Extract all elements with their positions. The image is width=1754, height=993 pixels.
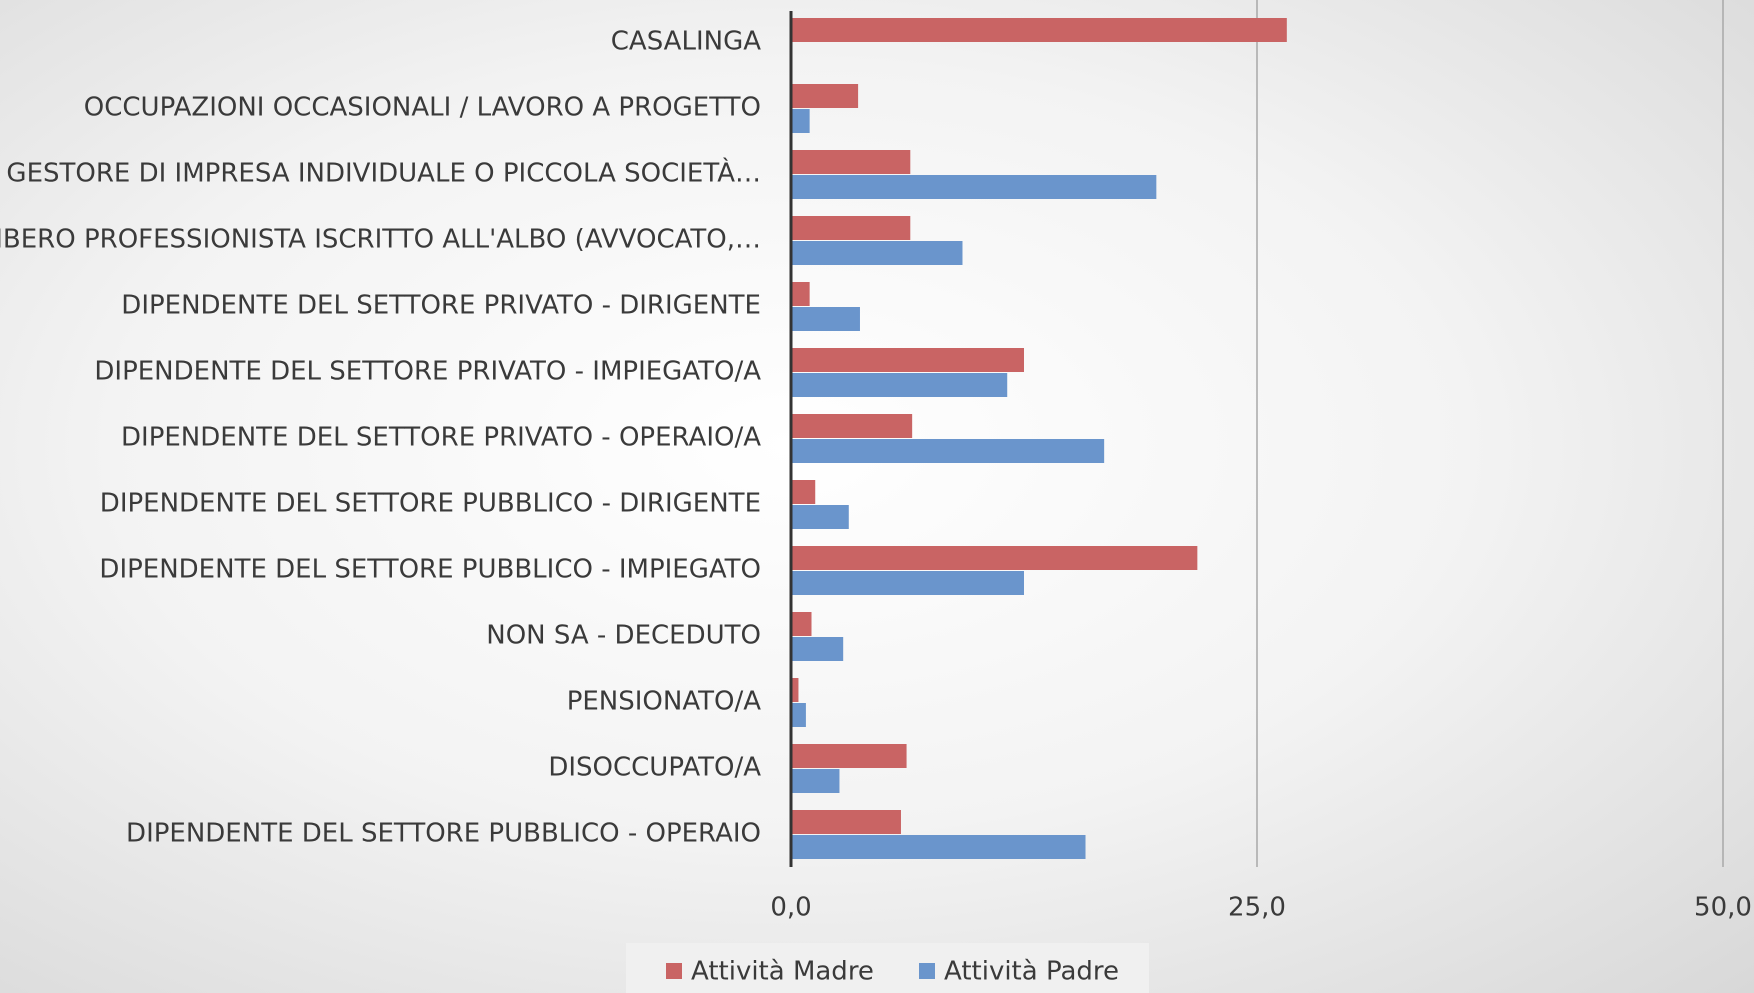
bar [791,216,911,240]
bar [791,546,1198,570]
legend-swatch [666,963,682,979]
x-tick-label: 25,0 [1228,893,1286,923]
legend-box [626,943,1149,993]
bar [791,18,1287,42]
legend-swatch [919,963,935,979]
bar [791,637,844,661]
x-tick-label: 0,0 [770,893,811,923]
category-label: DIPENDENTE DEL SETTORE PRIVATO - DIRIGEN… [121,291,761,321]
bar [791,241,963,265]
category-label: DISOCCUPATO/A [548,753,761,783]
category-label: DIPENDENTE DEL SETTORE PUBBLICO - IMPIEG… [99,555,761,585]
bar [791,439,1105,463]
category-label: DIPENDENTE DEL SETTORE PRIVATO - OPERAIO… [121,423,761,453]
bar [791,282,810,306]
bar [791,505,849,529]
bar [791,414,913,438]
x-tick-label: 50,0 [1694,893,1752,923]
legend-label: Attività Padre [944,957,1119,987]
category-label: NON SA - DECEDUTO [486,621,761,651]
bar [791,744,907,768]
category-label: DIPENDENTE DEL SETTORE PUBBLICO - DIRIGE… [100,489,761,519]
bar [791,810,901,834]
bar [791,175,1157,199]
category-label: LIBERO PROFESSIONISTA ISCRITTO ALL'ALBO … [0,225,761,255]
category-label: DIPENDENTE DEL SETTORE PUBBLICO - OPERAI… [126,819,761,849]
legend-label: Attività Madre [691,957,874,987]
bar [791,703,806,727]
bar [791,678,799,702]
category-label: PENSIONATO/A [567,687,762,717]
bar [791,612,812,636]
bar [791,769,840,793]
category-label: GESTORE DI IMPRESA INDIVIDUALE O PICCOLA… [6,157,761,189]
bar [791,307,860,331]
bar [791,109,810,133]
bar [791,571,1024,595]
bar [791,348,1024,372]
category-label: DIPENDENTE DEL SETTORE PRIVATO - IMPIEGA… [94,357,761,387]
bar [791,84,859,108]
bar [791,835,1086,859]
category-label: CASALINGA [611,27,761,57]
category-label: OCCUPAZIONI OCCASIONALI / LAVORO A PROGE… [84,93,761,123]
bar [791,373,1008,397]
bar [791,480,816,504]
bar [791,150,911,174]
